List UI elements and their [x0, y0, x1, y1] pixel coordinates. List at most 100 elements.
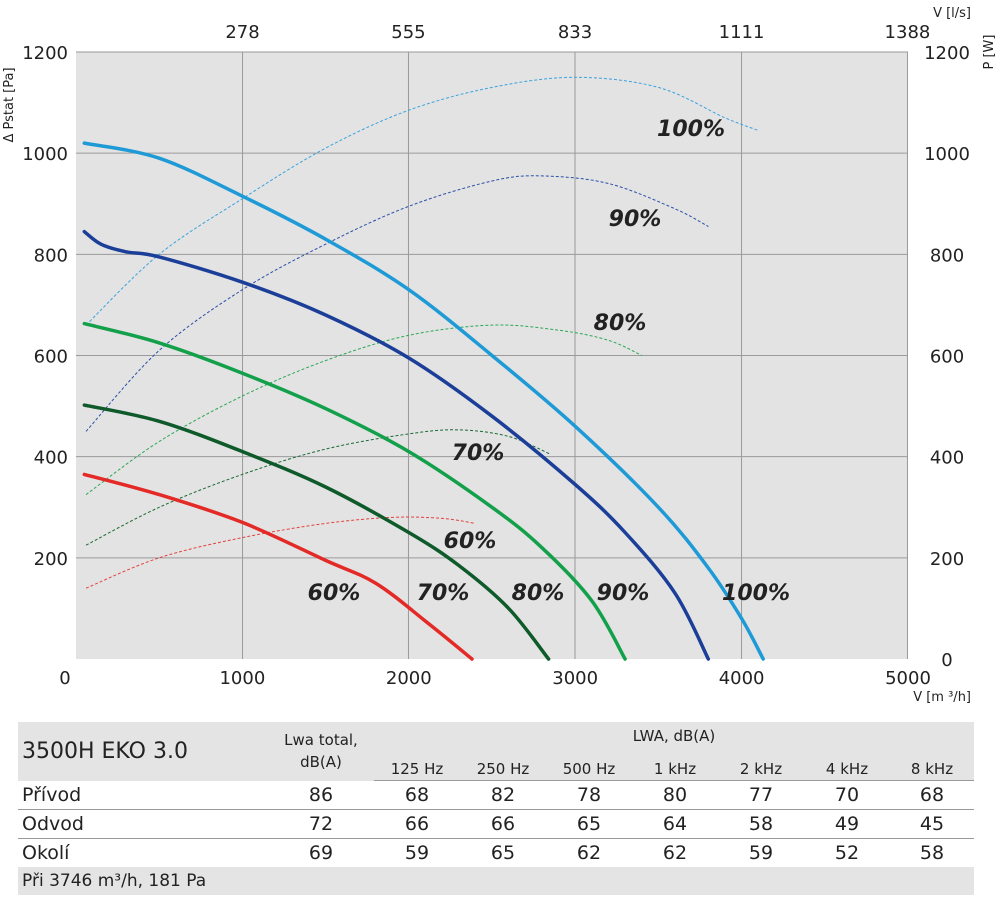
pressure-label-80: 80% [512, 581, 565, 606]
table-cell: 68 [374, 780, 460, 810]
table-header-row: 3500H EKO 3.0 Lwa total, dB(A) LWA, dB(A… [18, 722, 974, 771]
row-label: Okolí [22, 842, 70, 864]
x-top-tick-label: 278 [225, 22, 259, 43]
table-cell: 62 [576, 842, 602, 864]
y-right-tick-label: 1000 [924, 144, 970, 165]
table-cell: 65 [546, 809, 632, 839]
y-right-tick-label: 0 [941, 650, 952, 671]
row-label: Odvod [18, 809, 268, 839]
y-left-tick-label: 1200 [22, 43, 68, 64]
freq-8k: 8 kHz [890, 750, 974, 781]
power-label-80: 80% [594, 311, 647, 336]
table-cell: 66 [460, 809, 546, 839]
model-name: 3500H EKO 3.0 [22, 738, 188, 764]
power-curve-60 [85, 516, 476, 589]
power-curve-90 [85, 175, 709, 432]
y-left-tick-label: 600 [34, 347, 68, 368]
table-cell: 52 [834, 842, 860, 864]
pressure-label-90: 90% [597, 581, 650, 606]
table-cell: 49 [804, 809, 890, 839]
table-row: Přívod 86 68 82 78 80 77 70 68 [18, 780, 974, 810]
table-cell: 64 [632, 809, 718, 839]
pressure-curve-80 [82, 321, 627, 661]
table-cell: 72 [268, 809, 374, 839]
lwa-header: LWA, dB(A) [632, 727, 716, 745]
table-row: Odvod 72 66 66 65 64 58 49 45 [18, 809, 974, 839]
y-right-tick-label: 400 [930, 448, 964, 469]
table-cell: 78 [546, 780, 632, 810]
y-left-tick-label: 800 [34, 245, 68, 266]
frequency-header-row: 125 Hz 250 Hz 500 Hz 1 kHz 2 kHz 4 kHz 8… [18, 750, 974, 781]
power-label-60: 60% [444, 529, 497, 554]
y-axis-right-ticks: 0 200 400 600 800 1000 1200 [924, 43, 970, 671]
pressure-curves [82, 141, 765, 661]
power-label-100: 100% [657, 117, 725, 142]
x-axis-top-label: V [l/s] [933, 6, 971, 21]
freq-500: 500 Hz [546, 750, 632, 781]
y-axis-left-label: Δ Pstat [Pa] [2, 67, 17, 142]
curve-labels: 100% 90% 80% 70% 60% 60% 70% 80% 90% 100… [308, 117, 790, 606]
pressure-curve-60 [82, 472, 474, 661]
footnote-row: Při 3746 m³/h, 181 Pa [18, 867, 974, 895]
y-left-tick-label: 400 [34, 448, 68, 469]
pressure-curve-70 [82, 403, 551, 661]
x-top-tick-label: 1388 [885, 22, 931, 43]
freq-125: 125 Hz [374, 750, 460, 781]
lwa-total-header-line1: Lwa total, [284, 731, 358, 750]
y-right-tick-label: 200 [930, 549, 964, 570]
x-tick-label: 4000 [719, 668, 765, 689]
pressure-label-60: 60% [308, 581, 361, 606]
pressure-curve-100 [82, 141, 765, 661]
table-row: Okolí 69 59 65 62 62 59 52 58 [18, 839, 974, 868]
lwa-total-header: Lwa total, dB(A) [268, 722, 374, 781]
x-tick-label: 1000 [219, 668, 265, 689]
freq-250: 250 Hz [460, 750, 546, 781]
y-axis-right-label: P [W] [982, 35, 997, 70]
footnote: Při 3746 m³/h, 181 Pa [22, 871, 207, 891]
table-cell: 70 [804, 780, 890, 810]
power-curve-70 [85, 429, 551, 546]
y-right-tick-label: 1200 [924, 43, 970, 64]
x-axis-top-ticks: 278 555 833 1111 1388 [225, 22, 930, 43]
power-curves [85, 76, 759, 589]
x-tick-label: 3000 [552, 668, 598, 689]
table-cell: 65 [490, 842, 516, 864]
x-axis-ticks: 0 1000 2000 3000 4000 5000 [59, 668, 931, 689]
table-cell: 82 [460, 780, 546, 810]
x-tick-label: 0 [59, 668, 70, 689]
pressure-label-100: 100% [722, 581, 790, 606]
x-tick-label: 2000 [386, 668, 432, 689]
power-label-90: 90% [609, 207, 662, 232]
table-cell: 68 [890, 780, 974, 810]
power-curve-80 [85, 324, 643, 496]
table-cell: 62 [662, 842, 688, 864]
y-axis-left-ticks: 200 400 600 800 1000 1200 [22, 43, 68, 570]
x-top-tick-label: 833 [558, 22, 592, 43]
table-cell: 66 [374, 809, 460, 839]
y-left-tick-label: 200 [34, 549, 68, 570]
x-axis-label: V [m ³/h] [913, 690, 971, 705]
row-label: Přívod [18, 780, 268, 810]
y-right-tick-label: 600 [930, 347, 964, 368]
y-right-tick-label: 800 [930, 245, 964, 266]
pressure-label-70: 70% [417, 581, 470, 606]
x-tick-label: 5000 [885, 668, 931, 689]
power-curve-100 [85, 76, 759, 326]
table-cell: 58 [919, 842, 945, 864]
power-label-70: 70% [452, 441, 505, 466]
x-top-tick-label: 1111 [719, 22, 765, 43]
grid [76, 51, 908, 659]
freq-1k: 1 kHz [632, 750, 718, 781]
x-top-tick-label: 555 [391, 22, 425, 43]
table-cell: 69 [308, 842, 334, 864]
noise-table: 3500H EKO 3.0 Lwa total, dB(A) LWA, dB(A… [18, 722, 974, 895]
table-cell: 59 [748, 842, 774, 864]
lwa-total-header-line2: dB(A) [300, 753, 342, 772]
table-cell: 80 [632, 780, 718, 810]
table-cell: 45 [890, 809, 974, 839]
fan-performance-chart: 0 1000 2000 3000 4000 5000 278 555 833 1111 1388 … [2, 6, 997, 705]
freq-4k: 4 kHz [804, 750, 890, 781]
table-cell: 77 [718, 780, 804, 810]
table-cell: 86 [268, 780, 374, 810]
pressure-curve-90 [82, 229, 711, 661]
